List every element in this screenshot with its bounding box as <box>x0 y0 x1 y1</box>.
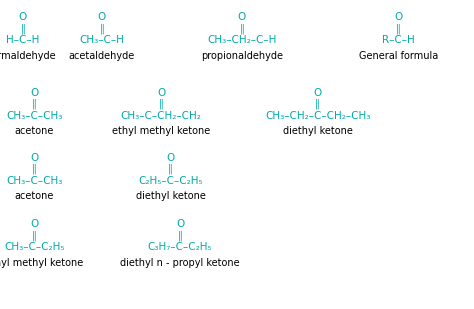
Text: O: O <box>166 153 175 163</box>
Text: O: O <box>18 12 27 22</box>
Text: ethyl methyl ketone: ethyl methyl ketone <box>0 258 83 268</box>
Text: O: O <box>176 219 184 229</box>
Text: O: O <box>157 88 165 98</box>
Text: O: O <box>30 219 38 229</box>
Text: formaldehyde: formaldehyde <box>0 51 56 61</box>
Text: CH₃–C–C₂H₅: CH₃–C–C₂H₅ <box>4 242 64 252</box>
Text: CH₃–C–CH₃: CH₃–C–CH₃ <box>6 111 62 121</box>
Text: O: O <box>237 12 246 22</box>
Text: ‖: ‖ <box>20 23 25 34</box>
Text: ‖: ‖ <box>100 23 104 34</box>
Text: acetaldehyde: acetaldehyde <box>69 51 135 61</box>
Text: R–C–H: R–C–H <box>382 35 415 45</box>
Text: acetone: acetone <box>14 126 54 136</box>
Text: propionaldehyde: propionaldehyde <box>201 51 283 61</box>
Text: ‖: ‖ <box>396 23 401 34</box>
Text: diethyl n - propyl ketone: diethyl n - propyl ketone <box>120 258 240 268</box>
Text: ‖: ‖ <box>32 164 36 174</box>
Text: O: O <box>30 88 38 98</box>
Text: ‖: ‖ <box>159 99 164 109</box>
Text: diethyl ketone: diethyl ketone <box>136 191 206 201</box>
Text: H–C–H: H–C–H <box>6 35 39 45</box>
Text: ‖: ‖ <box>178 230 182 241</box>
Text: O: O <box>98 12 106 22</box>
Text: General formula: General formula <box>358 51 438 61</box>
Text: ‖: ‖ <box>32 99 36 109</box>
Text: O: O <box>313 88 322 98</box>
Text: C₃H₇–C–C₂H₅: C₃H₇–C–C₂H₅ <box>148 242 212 252</box>
Text: CH₃–CH₂–C–H: CH₃–CH₂–C–H <box>207 35 276 45</box>
Text: C₂H₅–C–C₂H₅: C₂H₅–C–C₂H₅ <box>138 176 203 186</box>
Text: ethyl methyl ketone: ethyl methyl ketone <box>112 126 210 136</box>
Text: CH₃–CH₂–C–CH₂–CH₃: CH₃–CH₂–C–CH₂–CH₃ <box>265 111 370 121</box>
Text: CH₃–C–CH₃: CH₃–C–CH₃ <box>6 176 62 186</box>
Text: CH₃–C–CH₂–CH₂: CH₃–C–CH₂–CH₂ <box>121 111 201 121</box>
Text: CH₃–C–H: CH₃–C–H <box>80 35 124 45</box>
Text: ‖: ‖ <box>168 164 173 174</box>
Text: ‖: ‖ <box>239 23 244 34</box>
Text: diethyl ketone: diethyl ketone <box>283 126 353 136</box>
Text: O: O <box>394 12 402 22</box>
Text: O: O <box>30 153 38 163</box>
Text: ‖: ‖ <box>32 230 36 241</box>
Text: acetone: acetone <box>14 191 54 201</box>
Text: ‖: ‖ <box>315 99 320 109</box>
